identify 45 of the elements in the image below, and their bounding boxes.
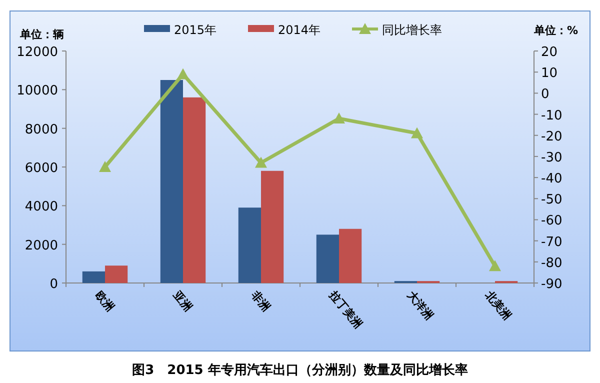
y2-axis-title: 单位：% [532, 24, 578, 37]
y-tick-label: 0 [50, 277, 58, 292]
point [177, 68, 189, 80]
bar [339, 228, 362, 283]
y2-tick-label: -20 [541, 129, 562, 144]
x-tick-label: 大洋洲 [404, 288, 436, 322]
y-tick-label: 10000 [16, 84, 58, 99]
y2-tick-label: -60 [541, 214, 562, 229]
bar [316, 234, 339, 283]
y2-tick-label: 20 [541, 45, 558, 60]
bar [105, 266, 128, 283]
legend-label: 2015年 [174, 23, 217, 37]
y2-tick-label: 10 [541, 66, 558, 82]
point [255, 156, 267, 168]
y2-tick-label: 0 [541, 87, 550, 102]
y-axis-title: 单位：辆 [19, 28, 64, 41]
x-tick-label: 拉丁美洲 [326, 288, 365, 331]
y-tick-label: 12000 [16, 45, 58, 60]
y2-tick-label: -80 [541, 256, 562, 271]
y2-tick-label: -10 [541, 108, 562, 124]
x-tick-label: 非洲 [248, 288, 273, 314]
point [99, 161, 111, 172]
y-tick-label: 4000 [24, 200, 58, 215]
y2-tick-label: -40 [541, 172, 562, 187]
caption: 图3 2015 年专用汽车出口（分洲别）数量及同比增长率 [132, 362, 468, 378]
y-tick-label: 6000 [24, 161, 58, 176]
point [489, 260, 501, 272]
y2-tick-label: -50 [541, 192, 562, 208]
x-tick-label: 北美洲 [482, 288, 514, 322]
point [333, 112, 345, 124]
bar [238, 208, 261, 283]
legend-label: 同比增长率 [382, 23, 442, 37]
bar [183, 97, 206, 283]
point [411, 127, 423, 138]
x-tick-label: 欧洲 [92, 288, 117, 314]
x-tick-label: 亚洲 [170, 288, 195, 314]
bar [82, 271, 105, 283]
y-tick-label: 8000 [24, 122, 58, 138]
bar [160, 80, 183, 283]
y2-tick-label: -70 [541, 234, 562, 250]
y-tick-label: 2000 [24, 238, 58, 254]
bar [261, 170, 284, 283]
legend-label: 2014年 [278, 23, 321, 37]
y2-tick-label: -30 [541, 150, 562, 166]
y2-tick-label: -90 [541, 277, 562, 292]
